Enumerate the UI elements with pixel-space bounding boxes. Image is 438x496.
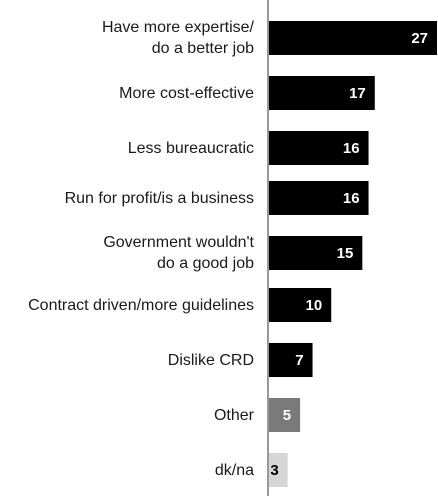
category-label: Government wouldn't do a good job (103, 234, 254, 272)
bar-value-label: 5 (283, 407, 291, 424)
category-label: Less bureaucratic (127, 139, 254, 157)
bar (269, 21, 437, 55)
category-label: Other (213, 406, 254, 424)
bar-value-label: 10 (306, 297, 323, 314)
bar-value-label: 15 (337, 245, 354, 262)
bar-value-label: 16 (343, 140, 360, 157)
category-label: Have more expertise/ do a better job (101, 19, 254, 57)
category-label: dk/na (214, 461, 254, 479)
bar (269, 131, 369, 165)
bar-value-label: 17 (349, 85, 366, 102)
bar (269, 398, 301, 432)
bar (269, 76, 375, 110)
bar (269, 288, 332, 322)
category-label: Run for profit/is a business (64, 189, 254, 207)
bar-value-label: 3 (270, 462, 278, 479)
category-label: More cost-effective (119, 84, 254, 102)
bar (269, 181, 369, 215)
bar (269, 343, 313, 377)
category-label: Dislike CRD (167, 351, 254, 369)
bar-value-label: 16 (343, 190, 360, 207)
category-label: Contract driven/more guidelines (28, 296, 254, 314)
bar-value-label: 27 (411, 30, 428, 47)
bar-value-label: 7 (295, 352, 303, 369)
bar (269, 453, 288, 487)
bar (269, 236, 363, 270)
